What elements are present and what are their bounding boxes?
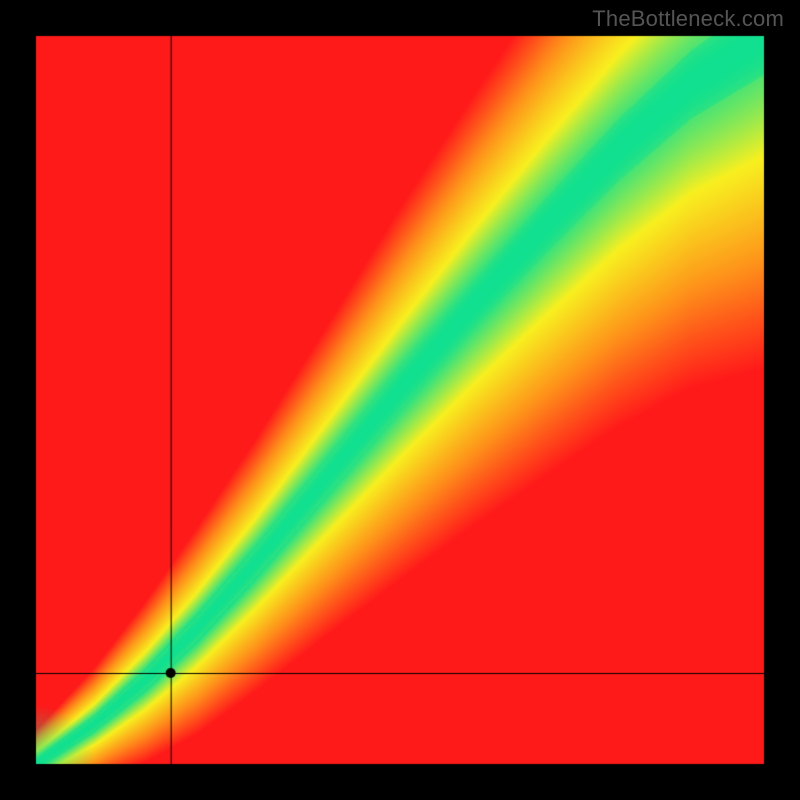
heatmap-canvas (0, 0, 800, 800)
chart-container: TheBottleneck.com (0, 0, 800, 800)
watermark-text: TheBottleneck.com (592, 6, 784, 32)
